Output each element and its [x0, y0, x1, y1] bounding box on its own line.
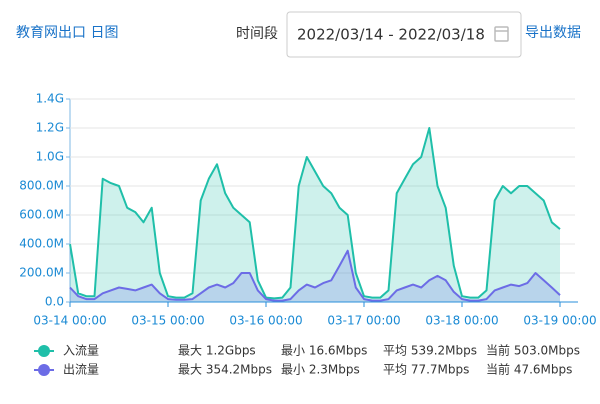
y-tick-label: 0.0 [45, 295, 64, 309]
plot [69, 98, 575, 303]
x-tick-label: 03-16 00:00 [229, 314, 302, 328]
x-tick-label: 03-17 00:00 [327, 314, 400, 328]
y-tick-label: 600.0M [19, 208, 64, 222]
y-tick-label: 200.0M [19, 266, 64, 280]
y-tick-label: 1.0G [36, 150, 64, 164]
legend-marker [38, 364, 50, 376]
series-line [69, 249, 561, 302]
legend-stat: 最大 1.2Gbps [178, 344, 256, 358]
legend-stat: 最大 354.2Mbps [178, 363, 272, 377]
series-line [69, 127, 561, 300]
legend-stat: 最小 16.6Mbps [281, 344, 367, 358]
legend-stat: 最小 2.3Mbps [281, 363, 360, 377]
period-label: 时间段 [236, 26, 278, 42]
date-input[interactable] [286, 11, 522, 58]
calendar-icon[interactable] [494, 26, 509, 42]
panel-title: 教育网出口 日图 [16, 25, 118, 41]
legend-stat: 平均 77.7Mbps [383, 363, 469, 377]
legend-stat: 当前 47.6Mbps [486, 362, 572, 377]
x-tick-label: 03-18 00:00 [425, 314, 498, 328]
x-tick-label: 03-14 00:00 [33, 314, 106, 328]
series-area [70, 128, 560, 302]
legend-marker [38, 345, 50, 357]
legend-label: 入流量 [63, 344, 99, 358]
legend-stat: 平均 539.2Mbps [383, 344, 477, 358]
date-range[interactable]: 2022/03/14 - 2022/03/18 [297, 26, 485, 44]
y-tick-label: 800.0M [19, 179, 64, 193]
y-tick-label: 1.4G [36, 92, 64, 106]
export-button[interactable]: 导出数据 [525, 25, 581, 41]
legend-stat: 当前 503.0Mbps [486, 343, 580, 358]
x-tick-label: 03-19 00:00 [523, 314, 596, 328]
y-tick-label: 1.2G [36, 121, 64, 135]
series-area [70, 250, 560, 302]
legend-label: 出流量 [63, 363, 99, 377]
x-tick-label: 03-15 00:00 [131, 314, 204, 328]
y-tick-label: 400.0M [19, 237, 64, 251]
